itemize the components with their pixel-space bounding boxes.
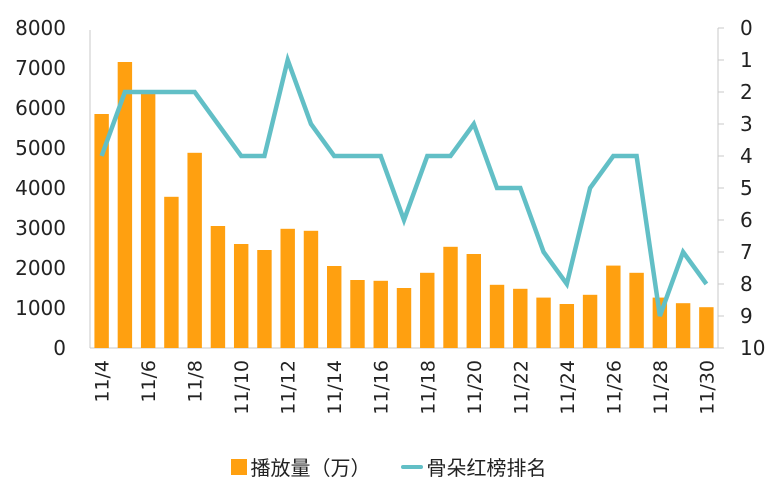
legend-label-rank: 骨朵红榜排名 [426,456,547,480]
right-tick-label: 8 [740,272,753,296]
right-axis-ticks: 0 1 2 3 4 5 6 7 8 9 10 [718,16,765,360]
bar-11/18 [420,272,435,348]
x-tick-label: 11/26 [603,360,625,415]
bar-11/22 [513,288,528,348]
right-tick-label: 3 [740,112,753,136]
x-tick-label: 11/4 [92,360,114,403]
right-tick-label: 9 [740,304,753,328]
bar-11/24 [559,304,575,348]
right-tick-label: 0 [740,16,753,40]
bar-11/5 [117,62,133,348]
left-tick-label: 5000 [15,136,66,160]
left-tick-label: 2000 [15,256,66,280]
bar-swatch-icon [230,458,247,475]
bar-11/15 [350,280,365,348]
left-tick-label: 8000 [15,16,66,40]
x-tick-label: 11/12 [278,360,300,415]
right-tick-label: 1 [740,48,753,72]
x-tick-label: 11/18 [417,360,439,415]
left-tick-label: 7000 [15,56,66,80]
x-tick-label: 11/24 [557,360,579,415]
x-tick-label: 11/6 [138,360,160,403]
legend-item-views: 播放量（万） [230,452,371,481]
right-tick-label: 7 [740,240,753,264]
bar-11/13 [303,230,319,348]
x-tick-label: 11/16 [371,360,393,415]
left-tick-label: 6000 [15,96,66,120]
bar-11/9 [210,226,226,348]
bar-11/8 [187,152,202,348]
x-tick-label: 11/8 [185,360,207,403]
bar-11/21 [489,284,505,348]
right-tick-label: 5 [740,176,753,200]
legend-item-rank: 骨朵红榜排名 [400,452,547,481]
left-axis-ticks: 0 1000 2000 3000 4000 5000 6000 7000 8000 [15,16,66,360]
legend-label-views: 播放量（万） [250,456,371,480]
right-tick-label: 6 [740,208,753,232]
right-tick-label: 4 [740,144,753,168]
left-tick-label: 4000 [15,176,66,200]
bar-11/27 [629,272,644,348]
x-tick-label: 11/30 [696,360,718,415]
bar-11/7 [164,196,179,348]
bar-11/29 [675,303,691,348]
right-tick-label: 10 [740,336,765,360]
x-tick-label: 11/28 [650,360,672,415]
x-tick-label: 11/14 [324,360,346,415]
bar-11/10 [233,244,249,348]
bar-11/20 [466,254,481,348]
bar-11/19 [443,246,458,348]
left-tick-label: 3000 [15,216,66,240]
left-tick-label: 0 [53,336,66,360]
bar-11/23 [536,297,551,348]
bar-11/17 [396,288,412,348]
right-tick-label: 2 [740,80,753,104]
bar-11/16 [373,280,388,348]
bar-11/12 [280,228,295,348]
left-tick-label: 1000 [15,296,66,320]
bar-11/25 [582,294,598,348]
bar-11/6 [140,92,156,348]
rank-line-series [99,52,709,317]
x-tick-label: 11/20 [464,360,486,415]
bar-11/30 [699,307,714,348]
bar-series [94,62,714,348]
bar-11/14 [327,266,342,348]
line-swatch-icon [400,464,423,469]
legend: 播放量（万） 骨朵红榜排名 [0,452,777,481]
bar-11/26 [606,265,621,348]
x-axis-labels: 11/4 11/6 11/8 11/10 11/12 11/14 11/16 11/18 11/… [92,360,719,415]
bar-11/11 [257,250,272,348]
x-tick-label: 11/22 [510,360,532,415]
x-tick-label: 11/10 [231,360,253,415]
bar-11/4 [94,114,109,348]
